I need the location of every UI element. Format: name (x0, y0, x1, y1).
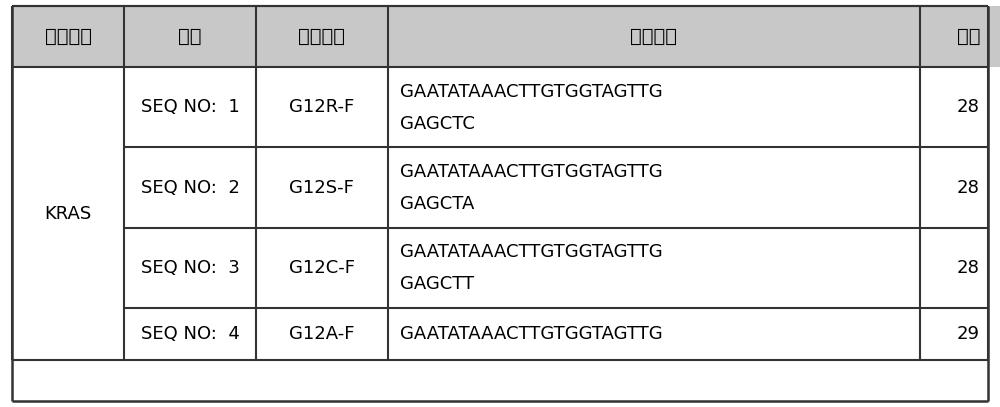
Text: GAATATAAACTTGTGGTAGTTG: GAATATAAACTTGTGGTAGTTG (400, 83, 662, 101)
Text: 长度: 长度 (957, 27, 980, 46)
Bar (920, 308, 1000, 360)
Text: G12S-F: G12S-F (289, 179, 354, 197)
Text: 28: 28 (957, 98, 980, 116)
Bar (12, 147, 124, 228)
Bar (388, 6, 920, 67)
Text: 28: 28 (957, 179, 980, 197)
Bar (256, 6, 388, 67)
Bar (920, 6, 1000, 67)
Text: 序号: 序号 (178, 27, 202, 46)
Bar (12, 67, 124, 147)
Bar (124, 67, 256, 147)
Bar (12, 228, 124, 308)
Text: SEQ NO:  4: SEQ NO: 4 (141, 325, 240, 343)
Text: GAGCTT: GAGCTT (400, 276, 474, 293)
Bar (388, 147, 920, 228)
Text: 引物序列: 引物序列 (630, 27, 677, 46)
Text: 引物名称: 引物名称 (298, 27, 345, 46)
Text: G12C-F: G12C-F (289, 259, 355, 277)
Text: 28: 28 (957, 259, 980, 277)
Bar (920, 147, 1000, 228)
Text: G12R-F: G12R-F (289, 98, 355, 116)
Bar (920, 228, 1000, 308)
Bar (12, 6, 124, 67)
Bar (256, 228, 388, 308)
Bar (388, 67, 920, 147)
Bar (256, 308, 388, 360)
Bar (124, 228, 256, 308)
Bar (124, 308, 256, 360)
Text: GAATATAAACTTGTGGTAGTTG: GAATATAAACTTGTGGTAGTTG (400, 243, 662, 261)
Text: GAGCTC: GAGCTC (400, 115, 475, 133)
Text: KRAS: KRAS (44, 205, 92, 223)
Bar (388, 308, 920, 360)
Text: SEQ NO:  2: SEQ NO: 2 (141, 179, 240, 197)
Text: SEQ NO:  1: SEQ NO: 1 (141, 98, 239, 116)
Bar (12, 308, 124, 360)
Bar (256, 147, 388, 228)
Text: GAATATAAACTTGTGGTAGTTG: GAATATAAACTTGTGGTAGTTG (400, 163, 662, 181)
Text: G12A-F: G12A-F (289, 325, 355, 343)
Text: GAATATAAACTTGTGGTAGTTG: GAATATAAACTTGTGGTAGTTG (400, 325, 662, 343)
Bar (124, 6, 256, 67)
Text: 基因名称: 基因名称 (45, 27, 92, 46)
Bar (256, 67, 388, 147)
Bar (124, 147, 256, 228)
Bar (920, 67, 1000, 147)
Bar (388, 228, 920, 308)
Text: 29: 29 (957, 325, 980, 343)
Text: GAGCTA: GAGCTA (400, 195, 474, 213)
Text: SEQ NO:  3: SEQ NO: 3 (141, 259, 240, 277)
